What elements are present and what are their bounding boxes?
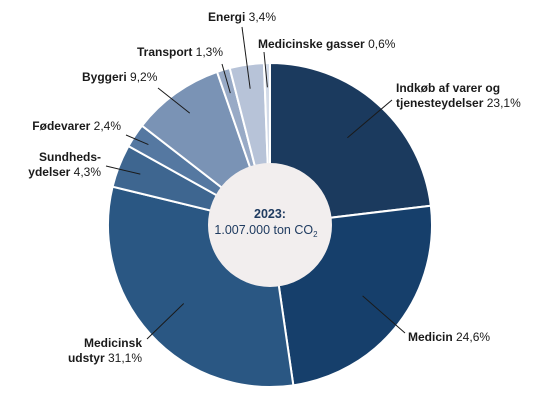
slice-label-name: Transport [137,45,192,59]
slice-label-name: Indkøb af varer og [396,81,500,95]
slice-label-name: Medicinsk [84,336,142,350]
leader-line [157,87,191,114]
slice-label-name: Medicin [408,330,453,344]
leader-line [105,165,141,175]
slice-value-label: 9,2% [127,70,158,84]
leader-line [146,303,185,340]
slice-label: tjenesteydelser 23,1% [396,96,521,110]
slice-value-label: 3,4% [245,10,276,24]
slice-label: Indkøb af varer og [396,81,500,95]
slice-value-label: 23,1% [483,96,521,110]
leader-line [221,63,231,94]
slice-value-label: 24,6% [453,330,491,344]
slice-label: Medicinsk [84,336,142,350]
slice-label-name: Medicinske gasser [258,37,365,51]
slice-label: udstyr 31,1% [68,351,142,365]
slice-value-label: 0,6% [365,37,396,51]
slice-value-label: 4,3% [70,165,101,179]
slice-label: Transport 1,3% [137,45,223,59]
center-total-text: 1.007.000 ton CO [214,223,313,237]
slice-label: Energi 3,4% [208,10,276,24]
leader-line [241,26,251,89]
slice-label-name: udstyr [68,351,105,365]
slice-label: Sundheds- [39,150,101,164]
leader-line [263,51,268,88]
slice-label-name: Byggeri [82,70,127,84]
slice-value-label: 31,1% [105,351,143,365]
center-total-label: 1.007.000 ton CO2 [214,223,318,239]
slice-label-name: ydelser [28,165,70,179]
slice-label-name: Sundheds- [39,150,101,164]
leader-line [362,295,406,334]
slice-value-label: 2,4% [90,119,121,133]
slice-label: Byggeri 9,2% [82,70,158,84]
slice-label-name: Energi [208,10,245,24]
center-total-subscript: 2 [313,230,318,239]
leader-line [125,134,149,146]
slice-label: Fødevarer 2,4% [32,119,121,133]
slice-label: ydelser 4,3% [28,165,101,179]
leader-line [347,99,393,139]
center-year-label: 2023: [254,207,286,221]
center-circle [208,163,332,287]
slice-label-name: Fødevarer [32,119,90,133]
slice-label: Medicinske gasser 0,6% [258,37,396,51]
slice-label-name: tjenesteydelser [396,96,484,110]
slice-label: Medicin 24,6% [408,330,490,344]
slice-value-label: 1,3% [192,45,223,59]
leader-line-group [105,26,406,340]
